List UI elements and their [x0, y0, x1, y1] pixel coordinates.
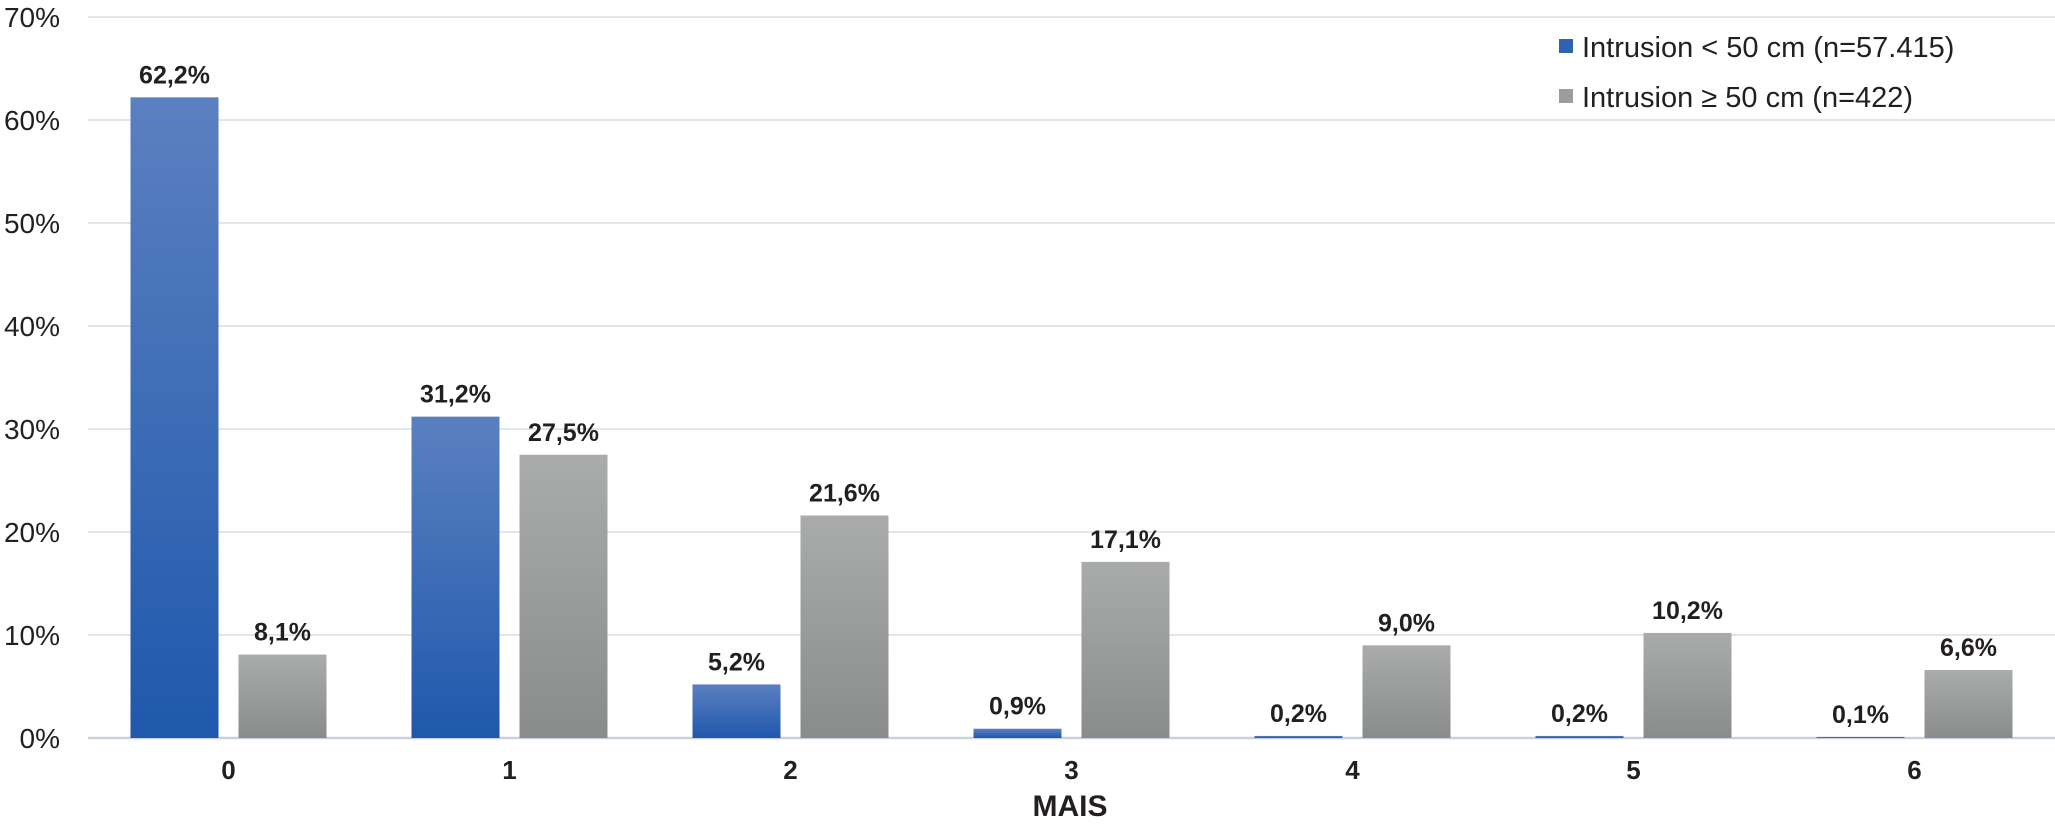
data-label-series-2-mais-1: 27,5%	[528, 419, 599, 447]
y-tick-label: 0%	[20, 723, 60, 754]
y-axis-tick-labels: 0% 10% 20% 30% 40% 50% 60% 70%	[4, 2, 60, 754]
bar-series-1-mais-0	[130, 97, 219, 739]
data-label-series-2-mais-2: 21,6%	[809, 480, 880, 508]
bars	[130, 97, 2013, 739]
bar-series-1-mais-1	[411, 416, 500, 738]
y-tick-label: 50%	[4, 208, 60, 239]
y-tick-label: 10%	[4, 620, 60, 651]
bar-series-1-mais-3	[973, 728, 1062, 738]
y-tick-label: 30%	[4, 414, 60, 445]
data-label-series-2-mais-6: 6,6%	[1940, 634, 1997, 662]
x-tick-label: 2	[783, 755, 797, 785]
y-tick-label: 40%	[4, 311, 60, 342]
legend-swatch-series-1	[1559, 39, 1573, 53]
data-label-series-1-mais-1: 31,2%	[420, 381, 491, 409]
x-axis-title: MAIS	[1033, 790, 1108, 823]
y-tick-label: 20%	[4, 517, 60, 548]
x-axis-tick-labels: 0 1 2 3 4 5 6	[221, 755, 1921, 785]
data-label-series-1-mais-5: 0,2%	[1551, 700, 1608, 728]
legend-label-series-1: Intrusion < 50 cm (n=57.415)	[1582, 32, 1954, 64]
gridlines	[88, 16, 2055, 740]
bar-series-2-mais-6	[1924, 670, 2013, 738]
legend: Intrusion < 50 cm (n=57.415) Intrusion ≥ …	[1559, 32, 1954, 114]
y-tick-label: 70%	[4, 2, 60, 33]
data-label-series-2-mais-4: 9,0%	[1378, 609, 1435, 637]
legend-swatch-series-2	[1559, 89, 1573, 103]
x-tick-label: 0	[221, 755, 235, 785]
bar-series-1-mais-4	[1254, 735, 1343, 738]
bar-series-2-mais-4	[1362, 645, 1451, 738]
x-tick-label: 3	[1064, 755, 1078, 785]
data-label-series-2-mais-5: 10,2%	[1652, 597, 1723, 625]
bar-series-2-mais-2	[800, 515, 889, 738]
data-labels: 62,2% 8,1% 31,2% 27,5% 5,2% 21,6% 0,9% 17,1% 0,2…	[139, 61, 1997, 729]
data-label-series-1-mais-2: 5,2%	[708, 648, 765, 676]
bar-series-2-mais-1	[519, 454, 608, 738]
data-label-series-1-mais-4: 0,2%	[1270, 700, 1327, 728]
y-tick-label: 60%	[4, 105, 60, 136]
legend-label-series-2: Intrusion ≥ 50 cm (n=422)	[1582, 82, 1913, 114]
x-tick-label: 5	[1626, 755, 1640, 785]
data-label-series-2-mais-3: 17,1%	[1090, 526, 1161, 554]
bar-series-2-mais-5	[1643, 632, 1732, 738]
data-label-series-2-mais-0: 8,1%	[254, 619, 311, 647]
data-label-series-1-mais-0: 62,2%	[139, 61, 210, 89]
bar-series-2-mais-0	[238, 654, 327, 738]
data-label-series-1-mais-3: 0,9%	[989, 693, 1046, 721]
bar-series-2-mais-3	[1081, 561, 1170, 738]
data-label-series-1-mais-6: 0,1%	[1832, 701, 1889, 729]
bar-series-1-mais-5	[1535, 735, 1624, 738]
x-tick-label: 6	[1907, 755, 1921, 785]
x-tick-label: 1	[502, 755, 516, 785]
bar-series-1-mais-2	[692, 684, 781, 738]
bar-series-1-mais-6	[1816, 736, 1905, 738]
x-tick-label: 4	[1345, 755, 1360, 785]
